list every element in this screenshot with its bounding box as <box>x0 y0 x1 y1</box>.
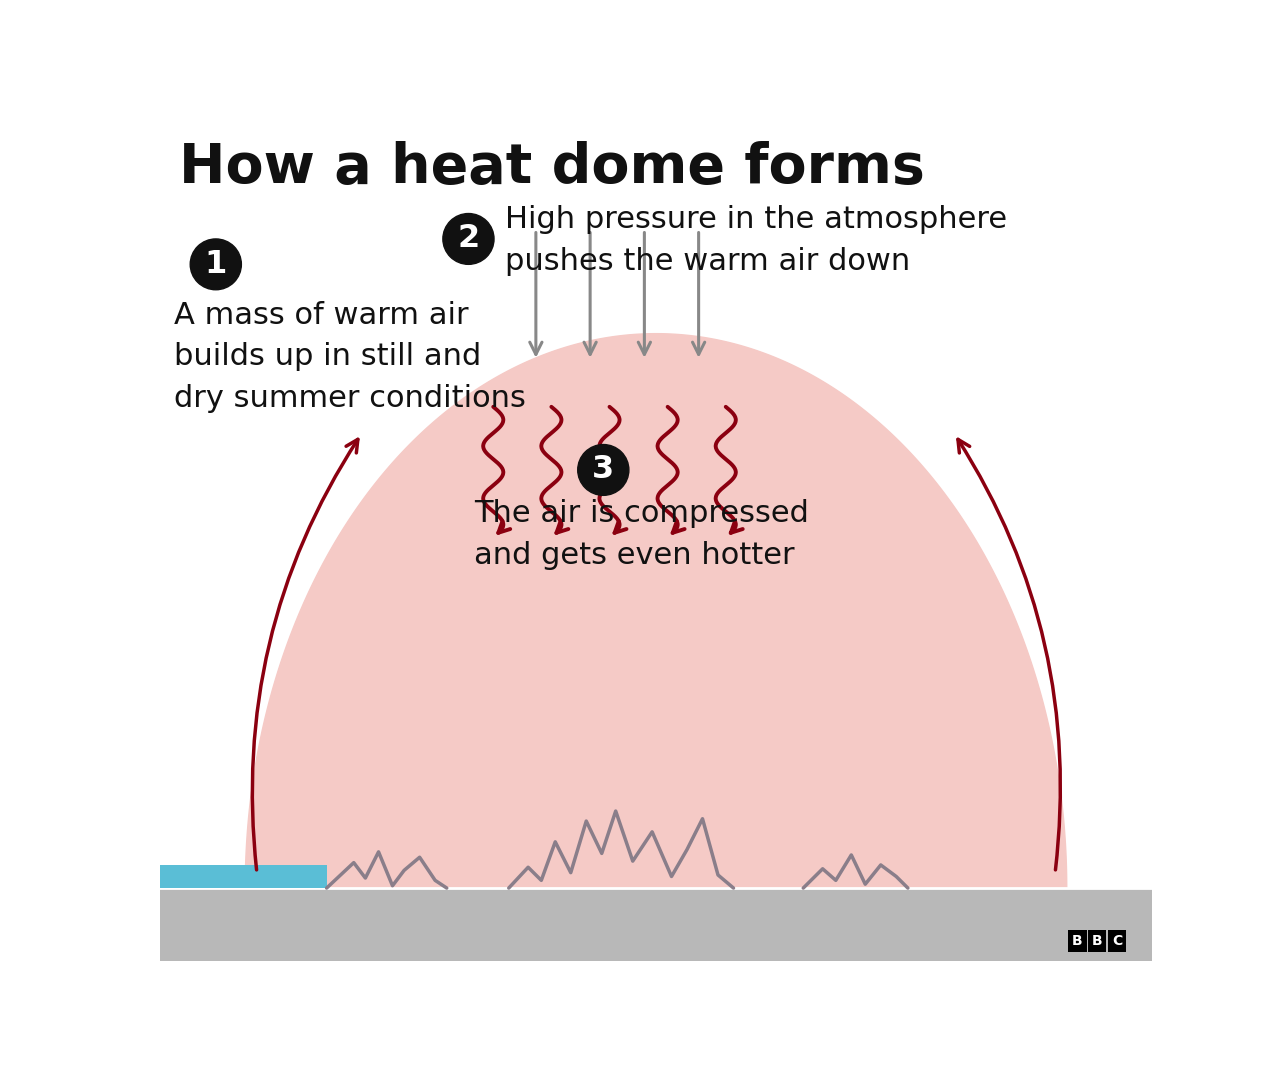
Text: 3: 3 <box>593 455 614 485</box>
Polygon shape <box>246 334 1066 888</box>
Text: B: B <box>1073 934 1083 948</box>
Bar <box>1069 930 1087 951</box>
Text: 1: 1 <box>205 248 227 280</box>
Bar <box>160 865 326 888</box>
Circle shape <box>443 214 494 265</box>
Bar <box>1107 930 1126 951</box>
Text: High pressure in the atmosphere
pushes the warm air down: High pressure in the atmosphere pushes t… <box>504 205 1007 275</box>
Circle shape <box>191 239 242 289</box>
Text: How a heat dome forms: How a heat dome forms <box>179 141 925 195</box>
Bar <box>1088 930 1106 951</box>
Text: A mass of warm air
builds up in still and
dry summer conditions: A mass of warm air builds up in still an… <box>174 300 526 413</box>
Text: B: B <box>1092 934 1102 948</box>
Bar <box>160 888 1152 961</box>
Text: 2: 2 <box>457 224 480 255</box>
Text: C: C <box>1112 934 1123 948</box>
Circle shape <box>577 445 628 496</box>
Text: The air is compressed
and gets even hotter: The air is compressed and gets even hott… <box>474 499 809 570</box>
